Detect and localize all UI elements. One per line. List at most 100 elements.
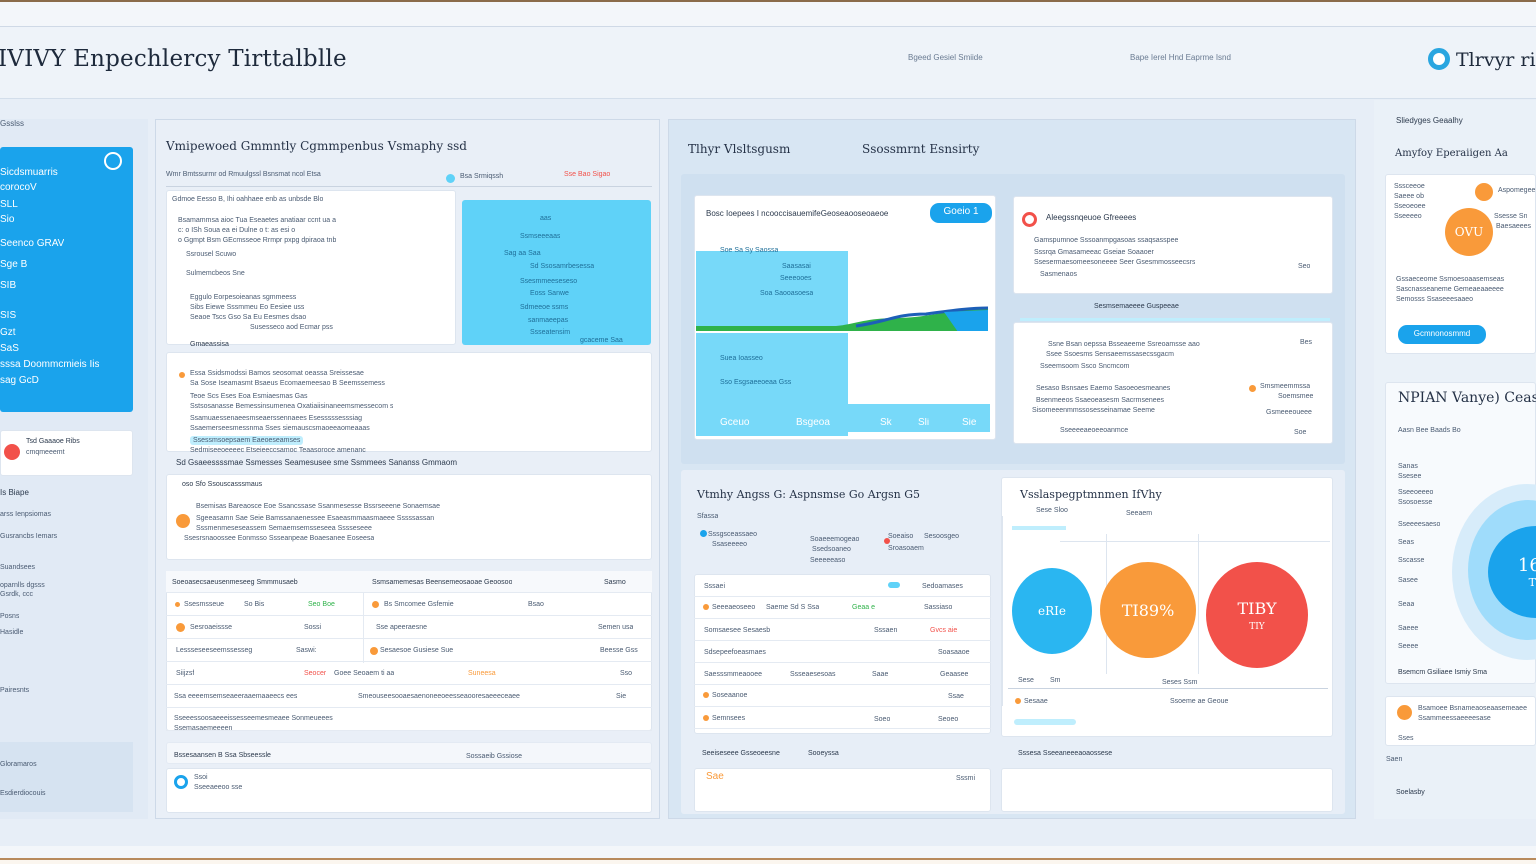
tab-trend[interactable]: Tlhyr Vlsltsgusm <box>688 142 791 156</box>
kpi-line: Sanas <box>1398 463 1418 470</box>
insight-line: Ssesermaesomeesoneeee Seer Gsesmmosseecs… <box>1034 259 1196 266</box>
feature-card[interactable] <box>166 474 652 560</box>
highlight-panel[interactable] <box>462 200 651 345</box>
chart-overlay-label: Seeeooes <box>780 275 812 282</box>
status-dot <box>703 604 709 610</box>
kpi-line: Seaa <box>1398 601 1415 608</box>
agenda-col-line: Soeaiso <box>888 533 914 540</box>
agenda-row[interactable] <box>694 663 991 685</box>
sidebar-item[interactable]: Hasidle <box>0 629 24 636</box>
chart-footer-label: Bsgeoa <box>796 418 830 427</box>
table-row[interactable] <box>166 708 652 731</box>
cyan-line: Sdmeeoe ssms <box>520 304 569 311</box>
left-panel-meta: Bsa Srmiqssh <box>460 173 504 180</box>
top-bar <box>0 27 1536 99</box>
agenda-cell: Soeo <box>874 716 891 723</box>
table-row[interactable] <box>166 685 652 708</box>
settings-icon[interactable] <box>104 152 122 170</box>
sidebar-item[interactable]: Gusrancbs Iemars <box>0 533 58 540</box>
notes-line: Susesseco aod Ecmar pss <box>250 324 333 331</box>
sidebar-line: Sge B <box>0 259 28 270</box>
agenda-row[interactable] <box>694 707 991 729</box>
agenda-row[interactable] <box>694 574 991 597</box>
circle-metric-2[interactable]: TI89% <box>1100 562 1196 658</box>
right-insight-card[interactable] <box>1385 174 1536 354</box>
sidebar-item[interactable]: oparnlls dgsss <box>0 582 45 589</box>
details-line: Sesaso Bsnsaes Eaemo Sasoeoesmeanes <box>1036 385 1171 392</box>
notes-card[interactable] <box>166 190 456 345</box>
insight-card[interactable] <box>1013 196 1333 294</box>
feature-title: oso Sfo Ssouscasssmaus <box>182 481 263 488</box>
agenda-cell: Soseaanoe <box>712 692 748 699</box>
header-link-1[interactable]: Bgeed Gesiel Smiide <box>908 53 983 62</box>
body-card[interactable] <box>166 352 652 452</box>
data-table <box>166 571 652 731</box>
header-link-2[interactable]: Bape Ierel Hnd Eaprme Isnd <box>1130 53 1231 62</box>
body-line-highlight: Ssessmsoepsaem Eaeoeseamses <box>190 436 304 445</box>
summary-right: Sossaeib Gssiose <box>466 753 523 760</box>
table-row[interactable] <box>166 639 652 662</box>
details-right: Soe <box>1294 429 1307 436</box>
table-cell: Semen usa <box>598 624 634 631</box>
period-pill[interactable]: Goeio 1 <box>930 203 992 223</box>
table-row[interactable] <box>166 593 652 616</box>
sidebar-item[interactable]: Posns <box>0 613 20 620</box>
details-card[interactable] <box>1013 322 1333 444</box>
chart-series-line <box>855 306 989 328</box>
circle-metric-3[interactable]: TIBY TIY <box>1206 562 1308 668</box>
cyan-line: gcaceme Saa <box>580 337 623 344</box>
table-cell: Smeouseesooaesaenoneeoeesseaooresaeeecea… <box>358 693 520 700</box>
table-row[interactable] <box>166 616 652 639</box>
agenda-tag <box>888 582 900 588</box>
circles-title: Vsslaspegptmnmen IfVhy <box>1020 488 1162 501</box>
agenda-bottom-card[interactable] <box>694 768 991 812</box>
details-right: Bes <box>1300 339 1313 346</box>
body-line: Sa Sose Iseamasmt Bsaeus Ecomaemeesao B … <box>190 380 385 387</box>
status-dot <box>1015 698 1021 704</box>
right-bottom-label: Saen <box>1386 756 1403 763</box>
chart-blue-area <box>944 310 988 332</box>
chart-overlay-label: Suea Ioasseo <box>720 355 763 362</box>
agenda-row[interactable] <box>694 641 991 663</box>
sidebar-badge-title: Tsd Gaaaoe Ribs <box>26 438 80 445</box>
sidebar-item[interactable]: Pairesnts <box>0 687 30 694</box>
action-button[interactable]: Gcmnonosmmd <box>1398 325 1486 344</box>
table-cell: Sseeessoosaeeeissesseemesmeaee Sonmeueee… <box>174 715 333 722</box>
kpi-subtitle: Aasn Bee Baads Bo <box>1398 427 1461 434</box>
body-line: Ssamuaessenaeesmseaerssennaees Esessssse… <box>190 415 362 422</box>
right-panel-title: Amyfoy Eperaiigen Aa <box>1395 148 1508 159</box>
right-bottom-line: Sses <box>1398 735 1414 742</box>
brand-logo-icon[interactable] <box>1428 48 1450 70</box>
divider <box>166 186 652 187</box>
circles-bottom-card[interactable] <box>1001 768 1333 812</box>
table-cell: Ssesmsseue <box>184 601 225 608</box>
left-panel-title: Vmipewoed Gmmntly Cgmmpenbus Vsmaphy ssd <box>166 139 467 153</box>
right-circle-metric[interactable]: OVU <box>1445 208 1493 256</box>
circles-rule <box>1012 526 1066 530</box>
circles-subtitle: Seeaem <box>1126 510 1153 517</box>
sidebar-highlight-card[interactable] <box>0 147 133 412</box>
table-row[interactable] <box>166 662 652 685</box>
tab-security[interactable]: Ssossmrnt Esnsirty <box>862 142 980 156</box>
status-dot <box>176 623 185 632</box>
circles-footer: Sssesa Sseeaneeeaoaossese <box>1018 750 1113 757</box>
kpi-line: Sseeeesaeso <box>1398 521 1441 528</box>
status-dot <box>175 602 180 607</box>
sidebar-badge-card[interactable] <box>0 430 133 476</box>
table-cell: Sso <box>620 670 633 677</box>
right-bottom-line: Ssammeessaeeeesase <box>1418 715 1491 722</box>
right-bottom-label: Soelasby <box>1396 789 1425 796</box>
right-callout-line: Sseeeeo <box>1394 213 1422 220</box>
sidebar-item[interactable]: Suandsees <box>0 564 36 571</box>
sidebar-item[interactable]: Gsrdk, ccc <box>0 591 34 598</box>
sidebar-item[interactable]: arss Ienpsiomas <box>0 511 51 518</box>
agenda-row[interactable] <box>694 597 991 619</box>
bottom-card[interactable] <box>166 768 652 813</box>
circle-metric-1[interactable]: eRIe <box>1012 568 1092 654</box>
details-line: Ssee Ssoesms Sensaeemssasecssgacm <box>1046 351 1174 358</box>
app-title: IVIVY Enpechlercy Tirttalblle <box>0 46 347 72</box>
agenda-row[interactable] <box>694 685 991 707</box>
sidebar-footer-line: Gloramaros <box>0 761 37 768</box>
agenda-row[interactable] <box>694 619 991 641</box>
right-bottom-card[interactable] <box>1385 696 1536 746</box>
